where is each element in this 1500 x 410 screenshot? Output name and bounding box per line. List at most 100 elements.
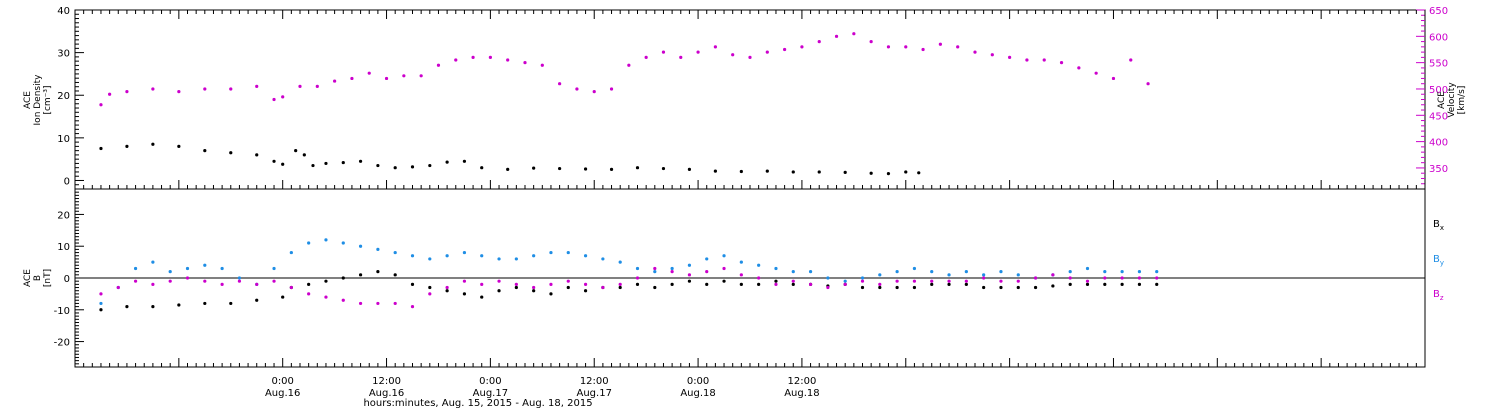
by-point <box>705 257 709 261</box>
by-point <box>653 270 657 274</box>
by-point <box>324 238 328 242</box>
bx-point <box>791 282 795 286</box>
bz-point <box>583 282 588 286</box>
by-point <box>358 244 363 248</box>
bx-point <box>358 273 363 277</box>
bz-point <box>826 285 830 290</box>
by-point <box>878 273 882 277</box>
bz-point <box>376 301 380 306</box>
bx-point <box>618 285 622 290</box>
bx-point <box>177 303 181 307</box>
bz-point <box>1068 276 1072 280</box>
bz-point <box>480 282 484 286</box>
density-point <box>886 172 891 176</box>
bz-point <box>722 266 726 271</box>
density-tick-label: 30 <box>57 49 70 60</box>
bz-point <box>151 282 155 286</box>
density-point <box>583 167 588 171</box>
density-point <box>302 153 306 157</box>
density-tick-label: 0 <box>64 176 70 187</box>
by-point <box>722 254 726 258</box>
velocity-point <box>800 45 804 49</box>
bx-point <box>982 285 986 290</box>
by-point <box>203 263 207 267</box>
bx-point <box>281 295 285 299</box>
velocity-point <box>1129 58 1133 62</box>
by-point <box>220 266 224 271</box>
by-point <box>532 254 536 258</box>
velocity-tick-label: 350 <box>1429 164 1448 175</box>
b-tick-label: 0 <box>64 274 70 285</box>
bz-point <box>947 279 951 283</box>
velocity-point <box>973 50 977 54</box>
bx-point <box>895 285 899 290</box>
bz-point <box>1137 276 1142 280</box>
by-point <box>757 263 761 267</box>
bz-point <box>687 273 692 277</box>
bx-point <box>410 282 415 286</box>
density-tick-label: 40 <box>57 6 70 17</box>
density-point <box>462 159 467 163</box>
bz-point <box>705 270 709 274</box>
density-point <box>125 144 129 148</box>
velocity-point <box>1025 58 1029 62</box>
b-tick-label: 20 <box>57 210 70 221</box>
velocity-tick-label: 550 <box>1429 59 1448 70</box>
density-point <box>739 169 743 174</box>
density-point <box>281 162 285 166</box>
by-point <box>393 250 397 255</box>
by-point <box>566 250 570 255</box>
bz-point <box>964 279 968 283</box>
by-point <box>843 279 847 283</box>
velocity-point <box>661 50 666 54</box>
density-point <box>817 170 821 174</box>
b-axis-label-line: B <box>33 275 43 281</box>
b-axis-label-line: ACE <box>23 269 33 287</box>
bz-point <box>133 279 138 283</box>
velocity-point <box>402 74 406 78</box>
velocity-point <box>921 47 925 52</box>
bz-point <box>185 276 190 280</box>
bx-point <box>653 285 657 290</box>
b-axis-label: ACEB[nT] <box>23 269 53 287</box>
density-point <box>635 166 640 170</box>
bx-point <box>393 273 397 277</box>
velocity-point <box>125 90 129 94</box>
velocity-point <box>1008 55 1012 59</box>
by-point <box>601 257 605 261</box>
bx-point <box>1103 282 1107 286</box>
by-point <box>497 257 501 261</box>
bz-point <box>999 279 1003 283</box>
velocity-point <box>281 95 285 99</box>
x-tick-label-date: Aug.16 <box>369 388 404 399</box>
bz-point <box>324 295 328 299</box>
bz-point <box>757 276 761 280</box>
x-tick-label-time: 0:00 <box>479 376 501 387</box>
by-point <box>376 247 380 251</box>
density-axis-label-line: ACE <box>23 91 33 109</box>
bx-point <box>428 285 432 290</box>
b-tick-label: 10 <box>57 242 70 253</box>
bz-point <box>203 279 207 283</box>
bx-point <box>229 301 233 306</box>
bz-point <box>410 305 415 309</box>
bx-point <box>964 282 968 286</box>
by-point <box>1103 270 1107 274</box>
bx-point <box>514 285 518 290</box>
x-tick-label-time: 12:00 <box>372 376 401 387</box>
by-point <box>1155 270 1159 274</box>
velocity-point <box>558 82 562 86</box>
bx-point <box>739 282 743 286</box>
bx-point <box>930 282 934 286</box>
legend-bz: Bz <box>1433 289 1444 302</box>
velocity-point <box>904 45 908 49</box>
velocity-point <box>938 42 942 46</box>
velocity-tick-label: 500 <box>1429 85 1448 96</box>
bx-point <box>445 289 449 293</box>
bz-point <box>843 282 847 286</box>
velocity-point <box>869 39 873 44</box>
density-axis-label-line: [cm⁻³] <box>43 85 53 114</box>
legend-label-sub: x <box>1440 224 1444 232</box>
velocity-point <box>852 32 856 36</box>
bx-point <box>255 298 259 302</box>
